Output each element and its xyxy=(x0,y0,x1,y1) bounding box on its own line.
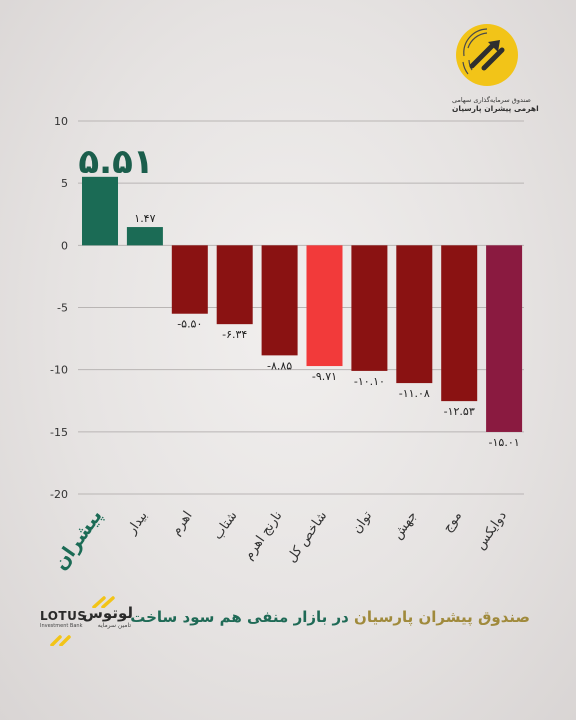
x-tick-label: موج xyxy=(440,509,465,536)
data-label: -۱۵.۰۱ xyxy=(489,436,520,449)
y-tick-label: -10 xyxy=(50,364,68,377)
lotus-name-en: LOTUS xyxy=(40,609,87,623)
lotus-underline-icon xyxy=(50,635,71,646)
fund-emblem-icon xyxy=(456,24,518,86)
lotus-sub-en: Investment Bank xyxy=(40,623,83,629)
lotus-logo: لوتوس LOTUS Investment Bank تامین سرمایه xyxy=(40,596,135,646)
x-tick-label: نارنج اهرم xyxy=(241,509,285,563)
lotus-name-fa: لوتوس xyxy=(82,604,133,622)
x-tick-label: شاخص کل xyxy=(284,509,330,566)
bar xyxy=(396,245,433,384)
y-tick-label: 10 xyxy=(54,115,68,128)
y-tick-label: -5 xyxy=(57,302,68,315)
data-label: ۱.۴۷ xyxy=(134,212,155,225)
caption-rest: در بازار منفی هم سود ساخت xyxy=(130,608,355,626)
data-label: -۱۲.۵۳ xyxy=(444,405,475,418)
bar xyxy=(171,245,208,314)
bar xyxy=(441,245,478,402)
bar xyxy=(306,245,343,367)
data-label: -۸.۸۵ xyxy=(267,359,292,372)
lotus-sub-fa: تامین سرمایه xyxy=(97,622,131,629)
x-tick-label: بیدار xyxy=(124,509,151,538)
bar xyxy=(126,227,163,246)
bar xyxy=(261,245,298,356)
chart-caption: صندوق پیشران پارسیان در بازار منفی هم سو… xyxy=(130,608,530,626)
parsian-fund-logo: صندوق سرمایه‌گذاری سهامی اهرمی پیشران پا… xyxy=(452,22,539,113)
y-tick-label: 5 xyxy=(61,177,68,190)
lotus-mark-icon xyxy=(92,596,115,608)
y-tick-label: -20 xyxy=(50,488,68,501)
x-tick-label: اهرم xyxy=(169,509,196,539)
caption-brand: صندوق پیشران پارسیان xyxy=(354,608,530,626)
data-label: -۵.۵۰ xyxy=(177,318,202,331)
bar xyxy=(216,245,253,325)
bar xyxy=(351,245,388,371)
bars xyxy=(82,176,523,432)
data-label: -۶.۳۴ xyxy=(222,328,247,341)
x-tick-label: توان xyxy=(349,508,375,536)
x-tick-label: جهش xyxy=(390,509,420,543)
bar xyxy=(486,245,523,432)
x-tick-label: دوایکس xyxy=(473,508,510,552)
data-label: ۵.۵۱ xyxy=(78,142,153,182)
y-tick-label: -15 xyxy=(50,426,68,439)
fund-logo-line2: اهرمی پیشران پارسیان xyxy=(452,104,539,113)
fund-logo-line1: صندوق سرمایه‌گذاری سهامی xyxy=(452,96,531,104)
x-tick-label: شتاب xyxy=(210,509,240,543)
bar xyxy=(82,176,118,246)
x-tick-label: پیشران xyxy=(49,505,106,574)
data-label: -۱۰.۱۰ xyxy=(354,375,385,388)
data-label: -۱۱.۰۸ xyxy=(399,387,430,400)
y-tick-label: 0 xyxy=(61,239,68,252)
data-label: -۹.۷۱ xyxy=(312,370,337,383)
